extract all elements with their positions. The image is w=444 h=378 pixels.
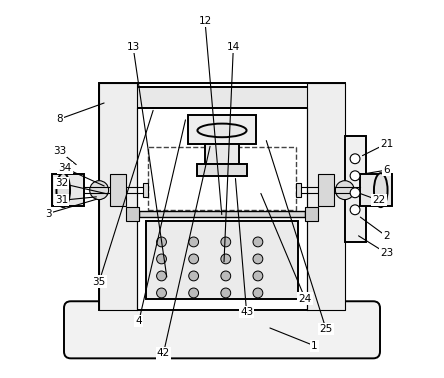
Text: 4: 4 xyxy=(135,316,142,326)
Text: 3: 3 xyxy=(45,209,52,218)
Bar xyxy=(345,136,366,242)
Ellipse shape xyxy=(56,173,70,207)
Ellipse shape xyxy=(198,124,246,137)
Bar xyxy=(205,144,239,164)
Text: 32: 32 xyxy=(55,178,68,188)
Text: 25: 25 xyxy=(319,324,333,334)
Text: 43: 43 xyxy=(240,307,253,317)
Bar xyxy=(139,211,305,217)
Circle shape xyxy=(221,288,231,298)
Bar xyxy=(99,83,137,310)
Text: 2: 2 xyxy=(383,231,390,241)
Text: 6: 6 xyxy=(383,165,390,175)
Text: 1: 1 xyxy=(311,341,318,351)
Circle shape xyxy=(335,181,354,200)
Bar xyxy=(360,174,392,206)
Bar xyxy=(318,174,333,206)
Circle shape xyxy=(189,271,198,281)
Text: 21: 21 xyxy=(380,139,393,149)
Circle shape xyxy=(350,188,360,198)
Text: 33: 33 xyxy=(53,146,66,156)
Bar xyxy=(111,174,126,206)
Circle shape xyxy=(157,271,166,281)
Text: 34: 34 xyxy=(59,163,72,173)
Circle shape xyxy=(253,288,263,298)
Bar xyxy=(52,174,84,206)
Bar xyxy=(99,87,345,108)
Circle shape xyxy=(253,237,263,247)
Text: 31: 31 xyxy=(55,195,68,205)
Circle shape xyxy=(189,288,198,298)
Circle shape xyxy=(189,254,198,264)
Circle shape xyxy=(157,254,166,264)
Circle shape xyxy=(253,271,263,281)
Bar xyxy=(143,183,148,197)
Text: 8: 8 xyxy=(56,114,63,124)
Text: 22: 22 xyxy=(372,195,385,205)
Ellipse shape xyxy=(374,173,388,207)
Bar xyxy=(305,207,318,221)
Circle shape xyxy=(350,205,360,215)
Text: 12: 12 xyxy=(198,16,212,26)
Bar xyxy=(99,83,345,310)
Circle shape xyxy=(221,271,231,281)
Circle shape xyxy=(221,237,231,247)
Bar xyxy=(307,83,345,310)
Bar xyxy=(296,183,301,197)
FancyBboxPatch shape xyxy=(64,301,380,358)
Text: 35: 35 xyxy=(92,277,106,287)
Bar xyxy=(126,207,139,221)
Bar xyxy=(147,221,297,299)
Bar xyxy=(198,164,246,176)
Circle shape xyxy=(157,288,166,298)
Text: 42: 42 xyxy=(157,349,170,358)
Text: 23: 23 xyxy=(380,248,393,258)
Circle shape xyxy=(221,254,231,264)
Text: 13: 13 xyxy=(127,42,140,52)
Circle shape xyxy=(350,154,360,164)
Circle shape xyxy=(350,171,360,181)
Circle shape xyxy=(189,237,198,247)
Circle shape xyxy=(253,254,263,264)
Circle shape xyxy=(157,237,166,247)
Circle shape xyxy=(90,181,109,200)
Bar xyxy=(148,147,296,210)
Bar xyxy=(188,115,256,144)
Text: 14: 14 xyxy=(227,42,240,52)
Text: 24: 24 xyxy=(298,294,312,304)
